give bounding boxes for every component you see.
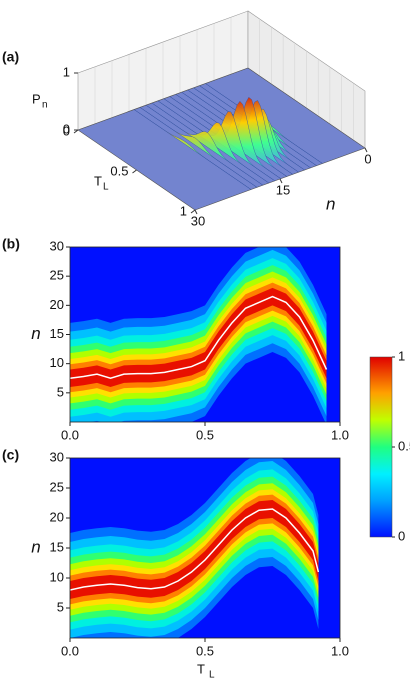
intensity-band	[70, 287, 327, 387]
y-tick-label: 30	[50, 238, 64, 253]
colorbar	[369, 356, 393, 538]
y-tick-label: 15	[276, 182, 290, 197]
intensity-band	[70, 500, 319, 599]
y-tick-label: 15	[50, 326, 64, 341]
x-tick-label: 0.0	[61, 427, 79, 442]
x-tick-label: 1.0	[331, 643, 349, 658]
surface-ridge	[145, 105, 264, 186]
x-tick-label: 0.5	[196, 643, 214, 658]
panel-label: (a)	[2, 49, 19, 65]
y-tick-label: 5	[57, 599, 64, 614]
y-tick	[194, 209, 198, 215]
y-axis-title: n	[31, 537, 40, 556]
z-tick-label: 0	[63, 121, 70, 136]
y-tick	[279, 178, 283, 184]
y-tick-label: 25	[50, 479, 64, 494]
z-tick-label: 1	[63, 64, 70, 79]
x-axis-title: T	[197, 661, 205, 676]
intensity-band	[70, 282, 327, 393]
x-tick	[132, 169, 137, 174]
y-axis-title: n	[326, 194, 335, 213]
colorbar-tick-label: 0	[398, 528, 405, 543]
heatmap	[70, 247, 340, 422]
x-tick-label: 1.0	[331, 427, 349, 442]
x-tick	[190, 209, 196, 214]
heatmap	[70, 458, 340, 638]
x-tick-label: 0.5	[196, 427, 214, 442]
x-axis-title-sub: L	[103, 182, 109, 193]
y-tick-label: 20	[50, 297, 64, 312]
x-tick-label: 1	[180, 203, 187, 218]
y-tick	[364, 147, 368, 153]
x-tick	[73, 129, 79, 134]
intensity-band	[70, 494, 319, 605]
colorbar-tick-label: 0.5	[398, 438, 410, 453]
x-tick-label: 0.0	[61, 643, 79, 658]
x-tick-label: 0.5	[110, 163, 128, 178]
y-tick-label: 15	[50, 539, 64, 554]
y-tick-label: 30	[191, 213, 205, 228]
y-tick-label: 10	[50, 355, 64, 370]
x-axis-title: T	[94, 173, 102, 188]
surface-ridge	[139, 107, 258, 188]
z-axis-title-sub: n	[42, 100, 48, 111]
peak-line	[70, 295, 328, 380]
y-tick-label: 25	[50, 268, 64, 283]
x-axis-title-sub: L	[209, 670, 215, 681]
surface-ridge	[133, 109, 252, 190]
peak-line	[70, 508, 320, 591]
y-tick-label: 0	[364, 151, 371, 166]
y-tick-label: 10	[50, 569, 64, 584]
colorbar-tick-label: 1	[398, 348, 405, 363]
z-axis-title: P	[32, 91, 41, 106]
panel-label: (b)	[2, 236, 20, 252]
panel-label: (c)	[2, 447, 19, 463]
y-tick-label: 20	[50, 509, 64, 524]
y-axis-title: n	[31, 324, 40, 343]
y-tick-label: 5	[57, 384, 64, 399]
x-tick-label: 0	[63, 123, 70, 138]
y-tick-label: 30	[50, 449, 64, 464]
